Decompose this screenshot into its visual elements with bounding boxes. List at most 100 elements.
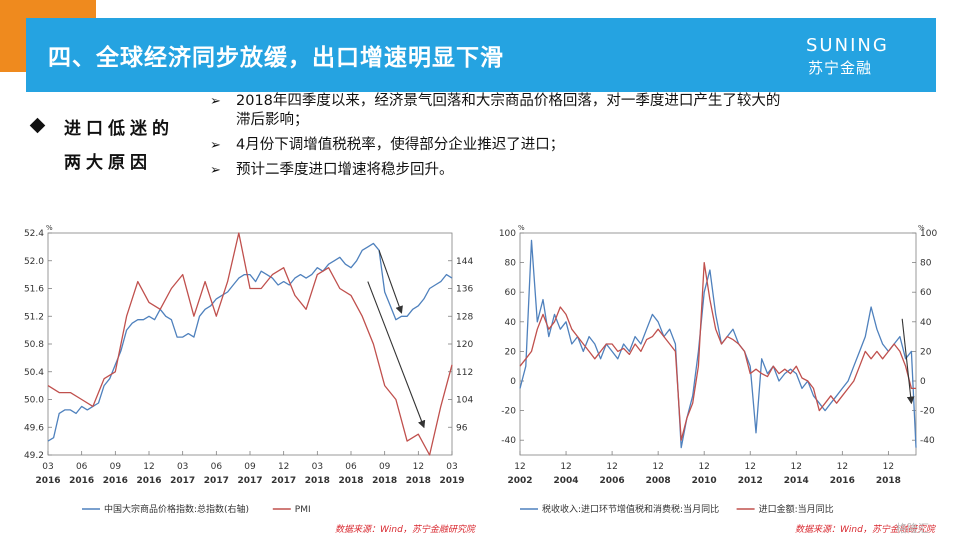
plot-frame [519,232,917,456]
right-axis-tick-label: -40 [920,436,935,446]
x-axis-tick-label-year: 2018 [305,476,330,486]
x-axis-tick-label-year: 2018 [338,476,363,486]
left-axis-tick-label: 50.4 [24,368,44,378]
x-axis-tick-label-month: 03 [177,462,188,472]
right-axis-tick-label: 100 [920,229,937,239]
x-axis-tick-label-month: 12 [606,462,617,472]
x-axis-tick-label-year: 2017 [237,476,262,486]
section-heading-line2: 两大原因 [64,153,152,173]
x-axis-tick-label-month: 12 [413,462,424,472]
x-axis-tick-label-month: 12 [143,462,154,472]
header-bar [26,18,936,92]
x-axis-tick-label-month: 09 [110,462,122,472]
bullet-item-continued: 滞后影响； [210,111,910,130]
x-axis-tick-label-year: 2018 [876,476,901,486]
right-axis-tick-label: 96 [456,423,468,433]
x-axis-tick-label-year: 2016 [830,476,855,486]
x-axis-tick-label-month: 12 [278,462,289,472]
x-axis-tick-label-year: 2012 [738,476,763,486]
x-axis-tick-label-month: 12 [837,462,848,472]
series-line [47,232,453,456]
legend-label: 税收收入:进口环节增值税和消费税:当月同比 [542,503,719,515]
bullet-item: ➢ 4月份下调增值税税率，使得部分企业推迟了进口； [210,136,910,155]
x-axis-tick-label-month: 12 [745,462,756,472]
x-axis-tick-label-year: 2019 [439,476,464,486]
annotation-arrow [901,318,915,405]
x-axis-tick-label-month: 09 [379,462,391,472]
x-axis-tick-label-year: 2006 [600,476,625,486]
x-axis-tick-label-year: 2017 [204,476,229,486]
x-axis-tick-label-month: 12 [791,462,802,472]
right-axis-tick-label: 60 [920,288,932,298]
bullet-text: 4月份下调增值税税率，使得部分企业推迟了进口； [236,137,565,153]
x-axis-tick-label-year: 2004 [554,476,579,486]
right-axis-tick-label: -20 [920,407,935,417]
series-line [47,242,453,442]
chart-import-tax: -40 -20 0 20 40 60 80 100% -40 -20 0 20 40 60 80 100% 12… [499,224,938,515]
series-line [519,261,916,441]
right-axis-tick-label: 0 [920,377,926,387]
bullet-text: 滞后影响； [236,112,309,128]
right-axis-tick-label: 136 [456,285,473,295]
right-axis-tick-label: 128 [456,312,473,322]
arrow-bullet-icon: ➢ [210,138,221,153]
x-axis-tick-label-month: 12 [883,462,894,472]
left-axis-unit: % [518,224,525,232]
x-axis-tick-label-month: 03 [312,462,323,472]
left-axis-tick-label: 0 [510,377,516,387]
left-axis-tick-label: 51.2 [24,312,44,322]
annotation-arrow [367,281,426,429]
x-axis-tick-label-year: 2016 [136,476,161,486]
x-axis-tick-label-year: 2017 [271,476,296,486]
x-axis-tick-label-year: 2016 [103,476,128,486]
bullet-text: 预计二季度进口增速将稳步回升。 [236,162,454,178]
logo-text-cn: 苏宁金融 [808,59,873,77]
x-axis-tick-label-year: 2018 [372,476,397,486]
right-axis-tick-label: 80 [920,259,932,269]
x-axis-tick-label-year: 2002 [507,476,532,486]
x-axis-tick-label-month: 12 [652,462,663,472]
logo-text-en: SUNING [806,35,889,56]
page-title: 四、全球经济同步放缓，出口增速明显下滑 [48,45,504,71]
left-axis-tick-label: 52.4 [24,229,44,239]
right-axis-tick-label: 40 [920,318,932,328]
left-axis-tick-label: -40 [501,436,516,446]
right-axis-tick-label: 120 [456,340,473,350]
left-axis-tick-label: 40 [505,318,517,328]
annotation-arrow [378,250,403,314]
legend-label: 中国大宗商品价格指数:总指数(右轴) [104,503,249,515]
x-axis-tick-label-year: 2014 [784,476,809,486]
right-axis-tick-label: 112 [456,368,473,378]
x-axis-tick-label-year: 2008 [646,476,671,486]
x-axis-tick-label-month: 06 [211,462,223,472]
x-axis-tick-label-month: 03 [446,462,457,472]
legend-label: 进口金额:当月同比 [759,503,834,515]
left-axis-tick-label: 50.0 [24,396,44,406]
bullet-list: ➢ 2018年四季度以来，经济景气回落和大宗商品价格回落，对一季度进口产生了较大… [210,92,910,186]
x-axis-tick-label-month: 06 [345,462,357,472]
x-axis-tick-label-year: 2018 [406,476,431,486]
x-axis-tick-label-year: 2010 [692,476,717,486]
x-axis-tick-label-month: 12 [698,462,709,472]
x-axis-tick-label-month: 09 [244,462,256,472]
diamond-bullet-icon [29,117,46,134]
bullet-item: ➢ 2018年四季度以来，经济景气回落和大宗商品价格回落，对一季度进口产生了较大… [210,92,910,111]
watermark: 格隆汇 [896,522,929,535]
x-axis-tick-label-year: 2016 [35,476,60,486]
left-axis-tick-label: 49.6 [24,423,44,433]
x-axis-tick-label-month: 03 [42,462,53,472]
left-axis-tick-label: 49.2 [24,451,44,461]
arrow-bullet-icon: ➢ [210,94,221,109]
x-axis-tick-label-month: 12 [560,462,571,472]
arrow-bullet-icon: ➢ [210,163,221,178]
source-note-right: 数据来源：Wind，苏宁金融研究院 [795,525,935,535]
right-axis-tick-label: 144 [456,257,473,267]
source-note-left: 数据来源：Wind，苏宁金融研究院 [335,525,475,535]
legend-label: PMI [295,505,311,515]
x-axis-tick-label-year: 2016 [69,476,94,486]
left-axis-tick-label: 50.8 [24,340,44,350]
right-axis-tick-label: 20 [920,347,932,357]
left-axis-tick-label: 100 [499,229,516,239]
left-axis-tick-label: 60 [505,288,517,298]
section-heading-line1: 进口低迷的 [64,119,174,139]
